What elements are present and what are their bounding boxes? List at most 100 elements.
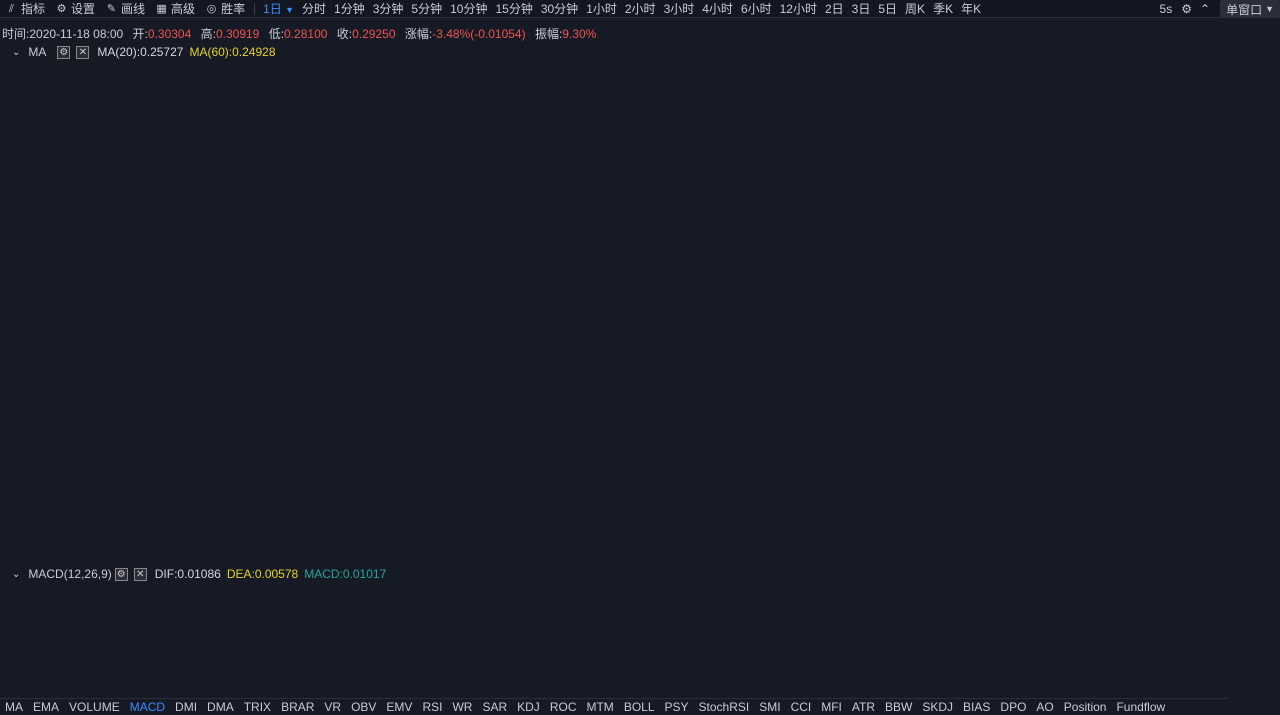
indicator-tab[interactable]: AO	[1036, 700, 1054, 714]
timeframe-option[interactable]: 6小时	[740, 2, 772, 16]
toolbar-gear-button[interactable]: ⚙ 设置	[50, 0, 100, 18]
macd-bar	[14, 654, 22, 659]
indicator-tab[interactable]: Position	[1063, 700, 1107, 714]
legend-close-icon[interactable]: ✕	[76, 45, 90, 59]
indicator-tab[interactable]: EMV	[386, 700, 413, 714]
timeframe-option[interactable]: 3日	[851, 2, 871, 16]
timeframe-option[interactable]: 15分钟	[495, 2, 533, 16]
indicator-tab[interactable]: DMA	[207, 700, 234, 714]
high-label: 高:	[200, 27, 216, 41]
indicator-tab[interactable]: CCI	[790, 700, 812, 714]
macd-bar	[818, 646, 826, 659]
macd-bar	[92, 622, 100, 659]
indicator-tab[interactable]: RSI	[422, 700, 443, 714]
timeframe-option[interactable]: 5分钟	[411, 2, 443, 16]
macd-bar	[1024, 657, 1032, 665]
candle-body	[475, 370, 483, 390]
macd-bar	[759, 647, 767, 659]
macd-bar	[318, 657, 326, 679]
macd-bar	[612, 655, 620, 659]
timeframe-option[interactable]: 4小时	[702, 2, 733, 16]
indicator-tab[interactable]: OBV	[351, 700, 377, 714]
macd-close-icon[interactable]: ✕	[133, 567, 147, 581]
macd-settings-icon[interactable]: ⚙	[114, 567, 128, 581]
indicator-tab[interactable]: MACD	[129, 700, 166, 714]
macd-bar	[896, 657, 904, 661]
indicator-tab[interactable]: DMI	[175, 700, 198, 714]
macd-bar	[602, 651, 610, 659]
toolbar-indicator-button[interactable]: ⫽ 指标	[0, 0, 50, 18]
timeframe-option[interactable]: 1分钟	[334, 2, 365, 16]
indicator-tab[interactable]: DPO	[1000, 700, 1027, 714]
indicator-tab[interactable]: EMA	[33, 700, 60, 714]
macd-bar	[798, 646, 806, 659]
indicator-tab[interactable]: PSY	[664, 700, 689, 714]
toolbar-pencil-button[interactable]: ✎ 画线	[100, 0, 150, 18]
candle-body	[367, 234, 375, 265]
main-legend: ⌄ MA ⚙ ✕ MA(20):0.25727 MA(60):0.24928	[0, 44, 276, 60]
indicator-tab[interactable]: SAR	[482, 700, 508, 714]
toolbar-calendar-button[interactable]: ▦ 高级	[150, 0, 200, 18]
timeframe-option[interactable]: 季K	[933, 2, 954, 16]
macd-bar	[239, 657, 247, 661]
settings-icon[interactable]: ⚙	[1181, 2, 1192, 16]
timeframe-option[interactable]: 10分钟	[450, 2, 488, 16]
indicator-tab[interactable]: MTM	[586, 700, 614, 714]
indicator-tab[interactable]: BOLL	[623, 700, 655, 714]
window-mode-button[interactable]: 单窗口 ▼	[1220, 0, 1280, 18]
candle-body	[1014, 366, 1022, 372]
timeframe-option[interactable]: 2小时	[624, 2, 656, 16]
indicator-tab[interactable]: VOLUME	[69, 700, 120, 714]
indicator-tab[interactable]: BIAS	[963, 700, 991, 714]
macd-bar	[200, 657, 208, 667]
collapse-icon[interactable]: ⌃	[1200, 2, 1211, 16]
macd-bar	[867, 657, 875, 660]
timeframe-option[interactable]: 分时	[302, 2, 327, 16]
timeframe-option[interactable]: 30分钟	[540, 2, 579, 16]
timeframe-option[interactable]: 2日	[824, 2, 844, 16]
indicator-tab[interactable]: VR	[324, 700, 342, 714]
macd-bar	[112, 627, 120, 659]
indicator-tab[interactable]: SMI	[759, 700, 781, 714]
candle-body	[965, 326, 973, 339]
refresh-interval[interactable]: 5s	[1159, 2, 1173, 16]
timeframe-option[interactable]: 5日	[878, 2, 898, 16]
indicator-tab[interactable]: WR	[452, 700, 473, 714]
price-tick-label: 0.19026	[1233, 549, 1273, 561]
indicator-tab[interactable]: Fundflow	[1116, 700, 1166, 714]
indicator-tab[interactable]: KDJ	[517, 700, 540, 714]
indicator-tab[interactable]: MFI	[821, 700, 842, 714]
toolbar-label: 胜率	[221, 2, 246, 16]
chevron-down-icon[interactable]: ⌄	[12, 568, 21, 580]
indicator-tab[interactable]: ATR	[851, 700, 876, 714]
timeframe-option[interactable]: 1小时	[586, 2, 617, 16]
candle-body	[1083, 333, 1091, 368]
candle-body	[92, 145, 100, 173]
interval-selector[interactable]: 1日 ▼	[259, 0, 298, 17]
indicator-tab[interactable]: SKDJ	[922, 700, 954, 714]
indicator-tab[interactable]: MA	[5, 700, 23, 714]
macd-bar	[886, 657, 894, 662]
timeframe-option[interactable]: 3小时	[663, 2, 695, 16]
indicator-tab[interactable]: BRAR	[281, 700, 315, 714]
macd-bar	[416, 657, 424, 669]
timeframe-option[interactable]: 12小时	[779, 2, 817, 16]
price-chart[interactable]: 0.32006 0.30209 0.28512 0.26911 0.25400 0.239…	[0, 0, 1280, 698]
macd-bar	[955, 653, 963, 659]
candle-body	[926, 315, 934, 346]
indicator-tab[interactable]: StochRSI	[698, 700, 750, 714]
macd-bar	[769, 648, 777, 659]
timeframe-option[interactable]: 周K	[905, 2, 926, 16]
timeframe-option[interactable]: 3分钟	[372, 2, 404, 16]
legend-settings-icon[interactable]: ⚙	[57, 45, 71, 59]
chevron-down-icon[interactable]: ⌄	[12, 46, 21, 58]
indicator-tab[interactable]: TRIX	[243, 700, 272, 714]
indicator-tab[interactable]: BBW	[885, 700, 913, 714]
macd-bar	[857, 657, 865, 660]
macd-bar	[847, 654, 855, 659]
indicator-tab[interactable]: ROC	[549, 700, 577, 714]
toolbar-target-button[interactable]: ◎ 胜率	[200, 0, 250, 18]
timeframe-option[interactable]: 年K	[961, 2, 982, 16]
candle-body	[681, 355, 689, 368]
candle-body	[63, 193, 71, 239]
